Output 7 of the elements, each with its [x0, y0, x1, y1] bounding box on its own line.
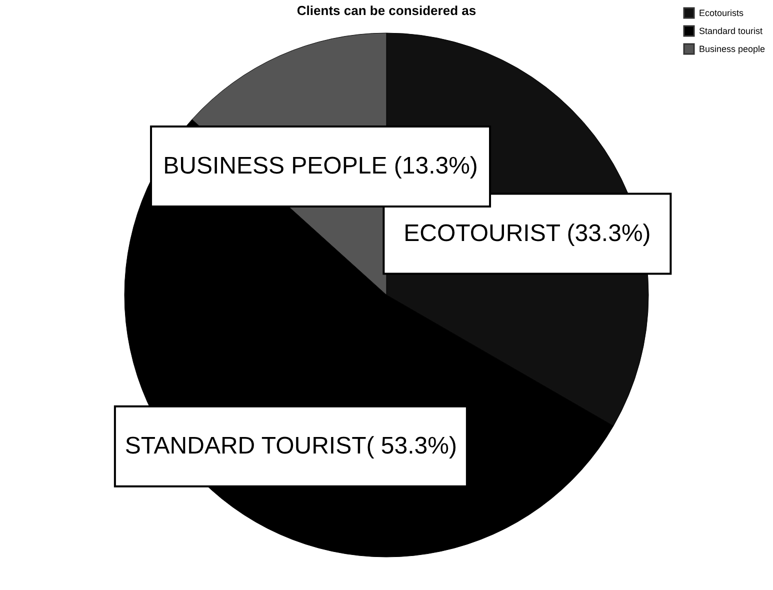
legend-label: Standard tourist: [699, 26, 764, 36]
data-label: BUSINESS PEOPLE (13.3%): [163, 152, 478, 180]
data-label: ECOTOURIST (33.3%): [404, 220, 651, 247]
legend-label: Ecotourists: [699, 8, 744, 18]
legend-label: Business people: [699, 44, 766, 54]
chart-title: Clients can be considered as: [296, 3, 476, 18]
data-label: STANDARD TOURIST( 53.3%): [124, 432, 457, 460]
